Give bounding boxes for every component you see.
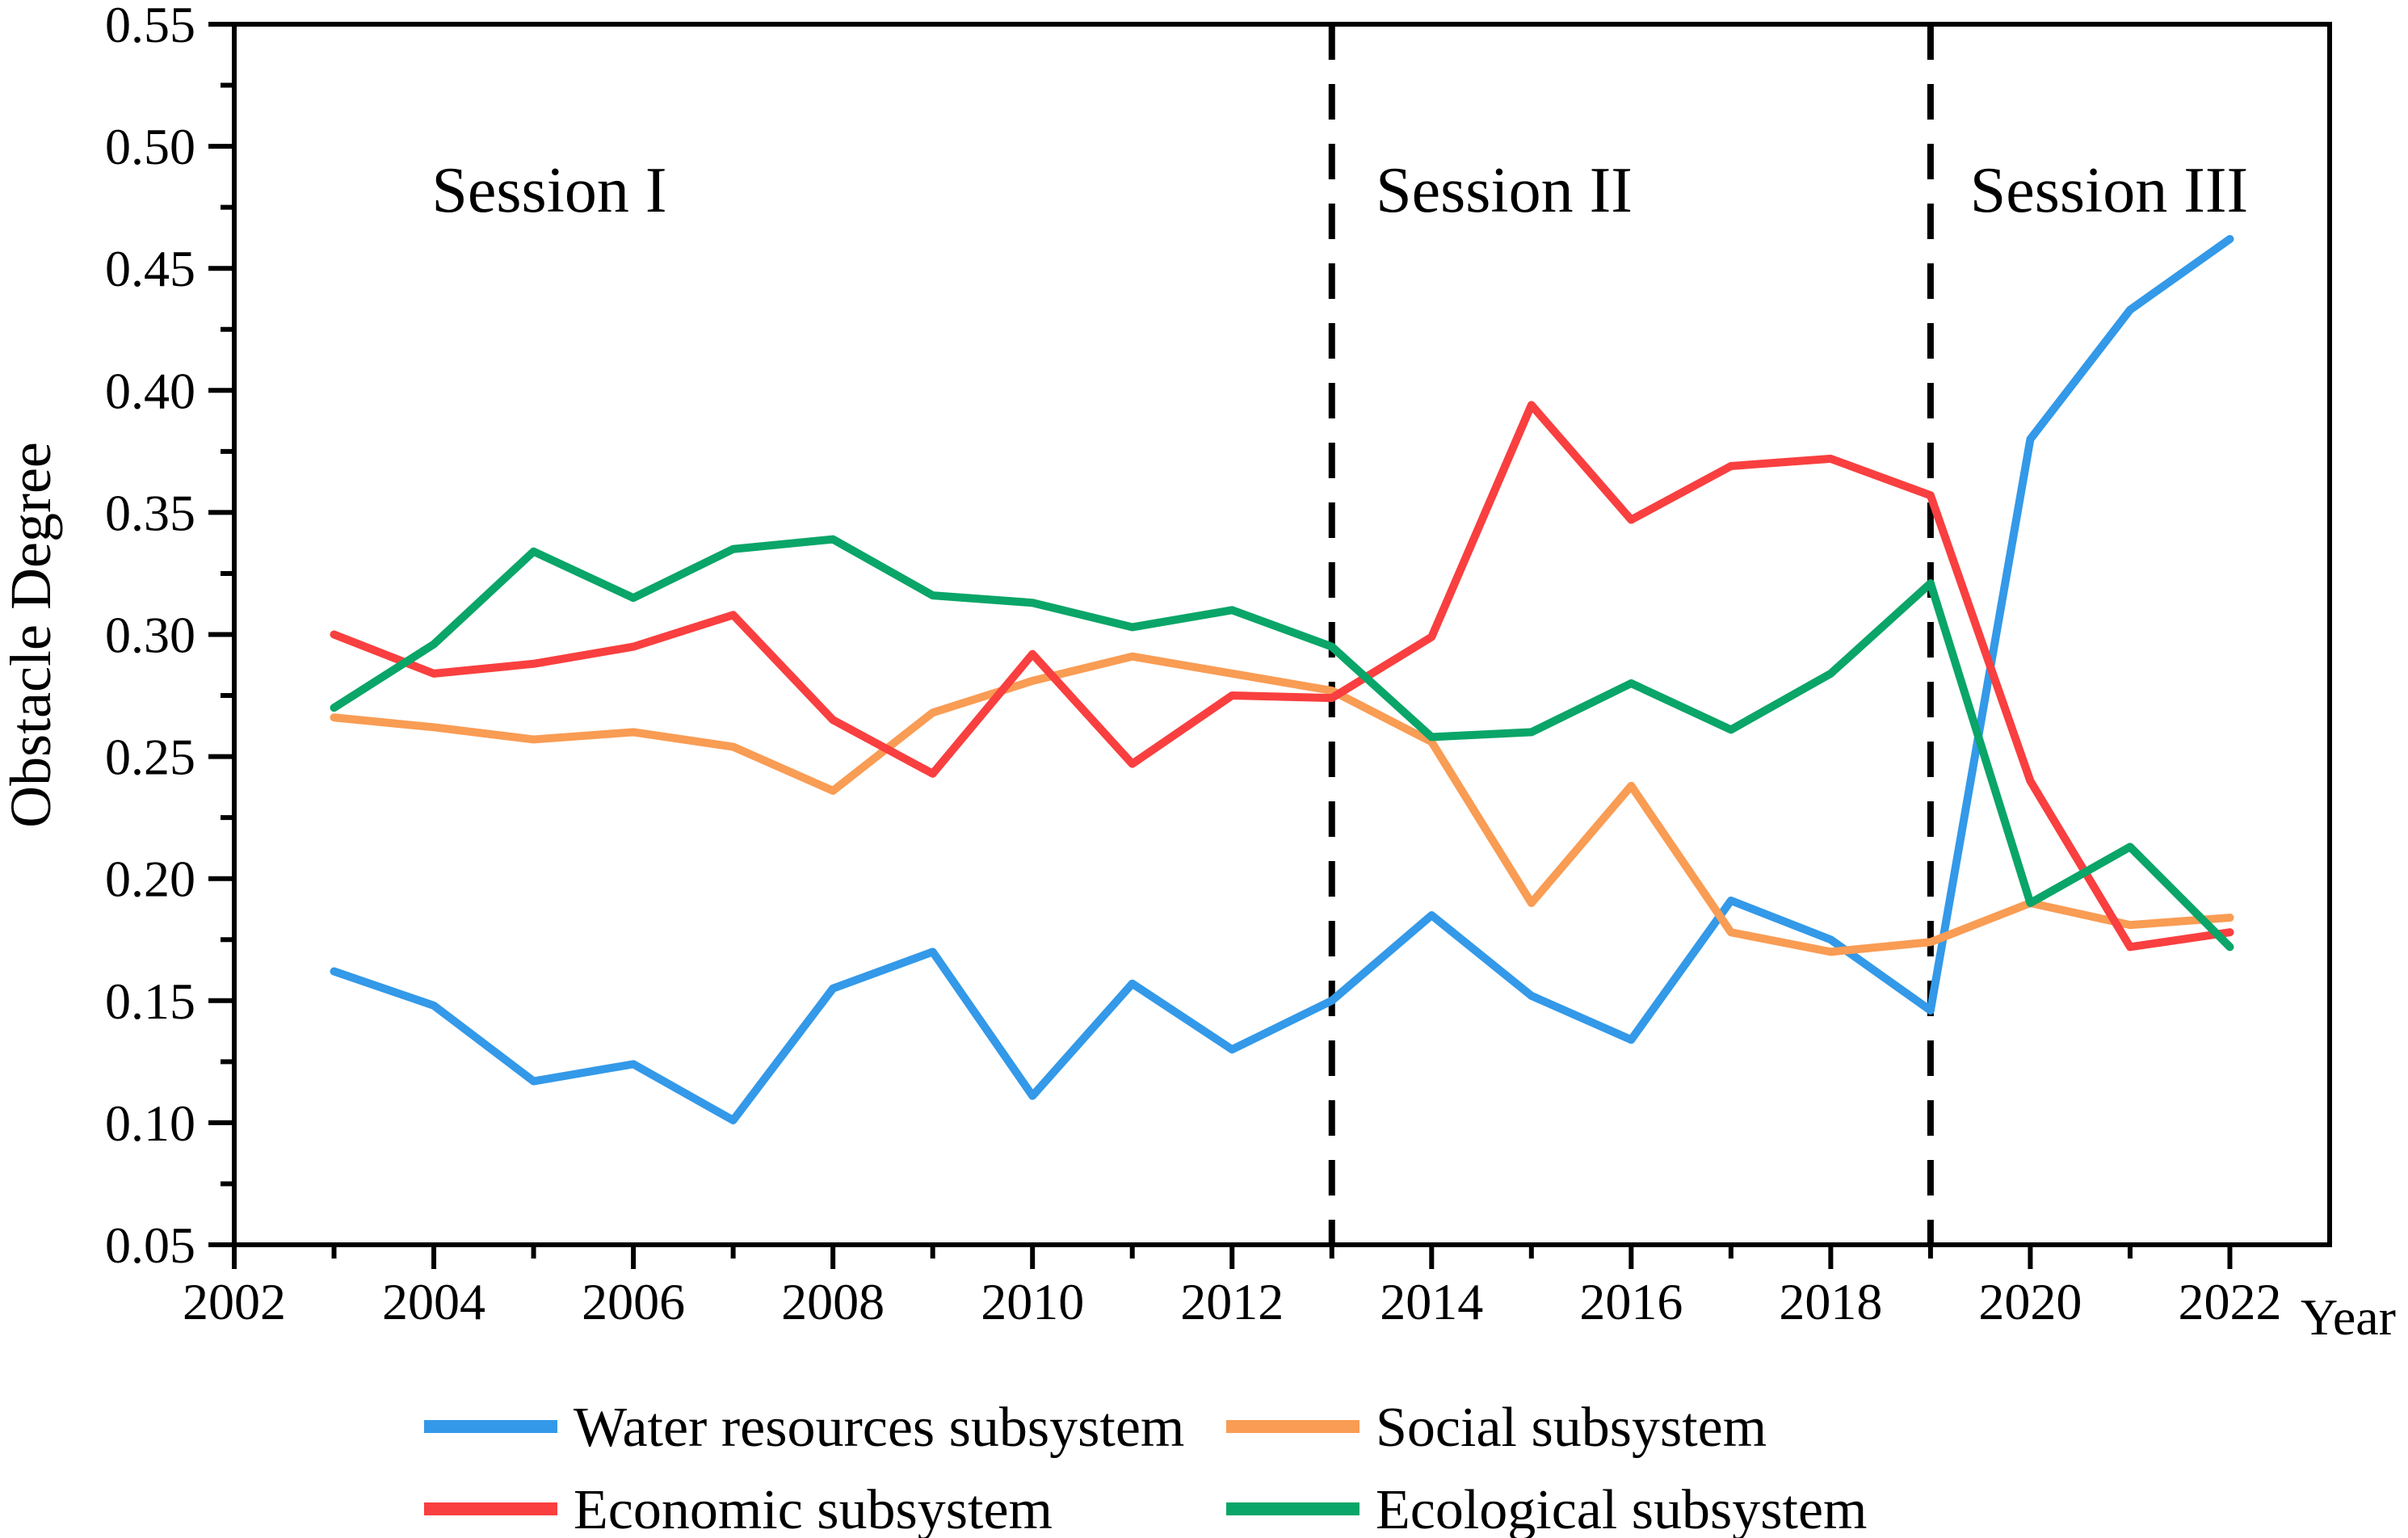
x-tick-label: 2008 (781, 1273, 885, 1330)
y-tick-label: 0.15 (105, 973, 195, 1030)
y-tick-label: 0.50 (105, 118, 195, 175)
x-axis-title: Year (2301, 1288, 2396, 1346)
y-axis-title: Obstacle Degree (0, 442, 63, 828)
session-1-label: Session I (431, 155, 666, 226)
x-tick-label: 2002 (183, 1273, 286, 1330)
x-tick-label: 2010 (981, 1273, 1084, 1330)
session-2-label: Session II (1376, 155, 1633, 226)
water-resources-line (330, 234, 2234, 1124)
y-tick-label: 0.35 (105, 484, 195, 541)
axis-tick-labels: 2002 2004 2006 2008 2010 2012 2014 2016 2018 2020… (105, 0, 2281, 1330)
economic-line (330, 401, 2234, 952)
x-tick-label: 2016 (1579, 1273, 1683, 1330)
x-tick-label: 2014 (1380, 1273, 1483, 1330)
y-tick-label: 0.25 (105, 729, 195, 786)
x-tick-label: 2022 (2178, 1273, 2281, 1330)
data-series (330, 234, 2234, 1124)
y-tick-label: 0.30 (105, 607, 195, 664)
x-tick-label: 2018 (1779, 1273, 1882, 1330)
y-tick-label: 0.40 (105, 362, 195, 419)
session-3-label: Session III (1970, 155, 2248, 226)
y-tick-label: 0.45 (105, 240, 195, 297)
ecological-line (330, 535, 2234, 952)
social-line (330, 652, 2234, 956)
x-tick-label: 2006 (582, 1273, 685, 1330)
legend-label-economic: Economic subsystem (574, 1479, 1053, 1538)
legend-label-ecological: Ecological subsystem (1376, 1479, 1868, 1538)
y-tick-label: 0.10 (105, 1095, 195, 1152)
axis-ticks (208, 22, 2233, 1269)
legend: Water resources subsystem Social subsyst… (424, 1397, 1868, 1538)
x-tick-label: 2020 (1978, 1273, 2082, 1330)
y-tick-label: 0.55 (105, 0, 195, 53)
y-tick-label: 0.20 (105, 851, 195, 908)
legend-label-social: Social subsystem (1376, 1397, 1767, 1459)
x-tick-label: 2004 (382, 1273, 485, 1330)
y-tick-label: 0.05 (105, 1217, 195, 1274)
plot-area: 2002 2004 2006 2008 2010 2012 2014 2016 2018 2020… (0, 0, 2396, 1346)
x-tick-label: 2012 (1180, 1273, 1284, 1330)
session-divider-lines (1328, 24, 1934, 1245)
legend-label-water-resources: Water resources subsystem (574, 1397, 1184, 1459)
